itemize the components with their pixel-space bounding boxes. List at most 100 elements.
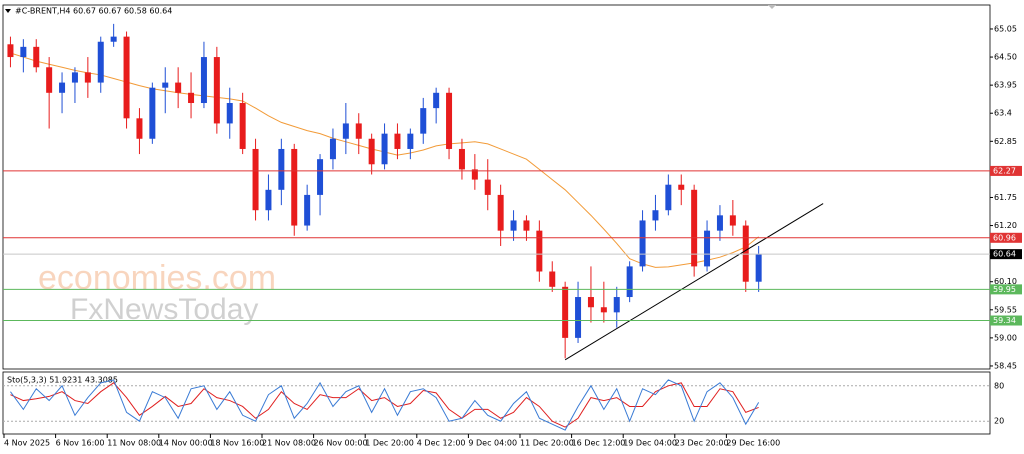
x-tick-label: 21 Nov 08:00 xyxy=(262,439,316,448)
candle-body xyxy=(394,133,401,149)
y-tick-label: 59.00 xyxy=(994,333,1017,342)
candle-body xyxy=(587,297,594,308)
candle-body xyxy=(575,297,582,338)
main-panel xyxy=(2,4,991,370)
x-tick-label: 26 Nov 00:00 xyxy=(314,439,368,448)
menu-arrow[interactable] xyxy=(5,9,11,13)
level-label: 59.95 xyxy=(993,285,1016,294)
x-tick-label: 4 Dec 12:00 xyxy=(417,439,466,448)
x-tick-label: 11 Nov 08:00 xyxy=(107,439,161,448)
indicator-tick-label: 20 xyxy=(994,417,1004,426)
candle-body xyxy=(562,286,569,338)
level-label-box xyxy=(990,315,1022,326)
candle-body xyxy=(252,148,259,211)
candle-body xyxy=(446,92,453,149)
candle-body xyxy=(407,133,414,149)
indicator-tick-label: 80 xyxy=(994,381,1004,390)
x-tick-label: 29 Dec 16:00 xyxy=(726,439,780,448)
y-tick-label: 63.95 xyxy=(994,81,1017,90)
candle-body xyxy=(175,82,182,93)
candle-body xyxy=(59,82,66,93)
candle-body xyxy=(226,103,233,124)
candle-body xyxy=(549,271,556,287)
y-tick-label: 64.50 xyxy=(994,53,1017,62)
candle-body xyxy=(71,72,78,83)
candle-body xyxy=(304,194,311,226)
level-label-box xyxy=(990,165,1022,176)
y-tick-label: 58.45 xyxy=(994,361,1017,370)
candle-body xyxy=(742,225,749,282)
candle-body xyxy=(162,82,169,88)
candle-body xyxy=(265,189,272,211)
candle-body xyxy=(691,189,698,267)
chart-title: #C-BRENT,H4 60.67 60.67 60.58 60.64 xyxy=(15,7,172,16)
level-label: 59.34 xyxy=(993,316,1016,325)
level-label-box xyxy=(990,232,1022,243)
candle-body xyxy=(317,159,324,195)
candle-body xyxy=(329,138,336,160)
candle-body xyxy=(626,266,633,298)
candle-body xyxy=(639,220,646,267)
candle-body xyxy=(755,254,762,282)
candle-body xyxy=(704,230,711,267)
candle-body xyxy=(20,46,27,58)
candle-body xyxy=(136,118,143,139)
candle-body xyxy=(239,103,246,149)
candle-body xyxy=(420,108,427,134)
x-tick-label: 9 Dec 04:00 xyxy=(468,439,517,448)
candle-body xyxy=(278,148,285,190)
candle-body xyxy=(46,67,53,93)
x-tick-label: 14 Nov 00:00 xyxy=(159,439,213,448)
x-tick-label: 4 Nov 2025 xyxy=(4,439,50,448)
candle-body xyxy=(213,57,220,124)
last-price-label: 60.64 xyxy=(993,250,1016,259)
y-tick-label: 63.4 xyxy=(994,109,1012,118)
x-tick-label: 11 Dec 20:00 xyxy=(520,439,574,448)
candle-body xyxy=(652,210,659,221)
candle-body xyxy=(7,44,14,58)
stochastic-k xyxy=(10,379,760,431)
candle-body xyxy=(510,220,517,231)
candle-body xyxy=(97,41,104,83)
y-tick-label: 59.55 xyxy=(994,305,1017,314)
candle-body xyxy=(188,92,195,104)
y-tick-label: 60.10 xyxy=(994,277,1017,286)
candle-body xyxy=(342,123,349,139)
candle-body xyxy=(123,36,130,119)
level-label-box xyxy=(990,284,1022,295)
y-tick-label: 65.05 xyxy=(994,24,1017,33)
candle-body xyxy=(381,133,388,165)
x-tick-label: 19 Dec 04:00 xyxy=(623,439,677,448)
indicator-label: Sto(5,3,3) 51.9231 43.3085 xyxy=(7,376,118,385)
stochastic-d xyxy=(10,382,759,428)
x-tick-label: 23 Dec 20:00 xyxy=(675,439,729,448)
candle-body xyxy=(729,215,736,226)
candle-body xyxy=(84,72,91,83)
candle-body xyxy=(291,148,298,226)
candle-body xyxy=(484,179,491,195)
x-tick-label: 18 Nov 16:00 xyxy=(210,439,264,448)
candle-body xyxy=(523,220,530,231)
candle-body xyxy=(613,297,620,313)
candle-body xyxy=(497,194,504,231)
y-tick-label: 61.20 xyxy=(994,221,1017,230)
candle-body xyxy=(355,123,362,139)
last-price-box xyxy=(990,249,1022,260)
candle-body xyxy=(600,307,607,313)
candle-body xyxy=(433,92,440,109)
x-tick-label: 16 Dec 12:00 xyxy=(572,439,626,448)
shift-marker xyxy=(768,5,776,9)
x-tick-label: 1 Dec 20:00 xyxy=(365,439,414,448)
candle-body xyxy=(458,148,465,170)
candle-body xyxy=(149,87,156,139)
candle-body xyxy=(33,46,40,68)
candle-body xyxy=(678,184,685,190)
candle-body xyxy=(536,230,543,272)
candle-body xyxy=(368,138,375,165)
candle-body xyxy=(665,184,672,211)
x-tick-label: 6 Nov 16:00 xyxy=(56,439,105,448)
candle-body xyxy=(110,36,117,42)
level-label: 60.96 xyxy=(993,233,1016,242)
y-tick-label: 62.85 xyxy=(994,137,1017,146)
